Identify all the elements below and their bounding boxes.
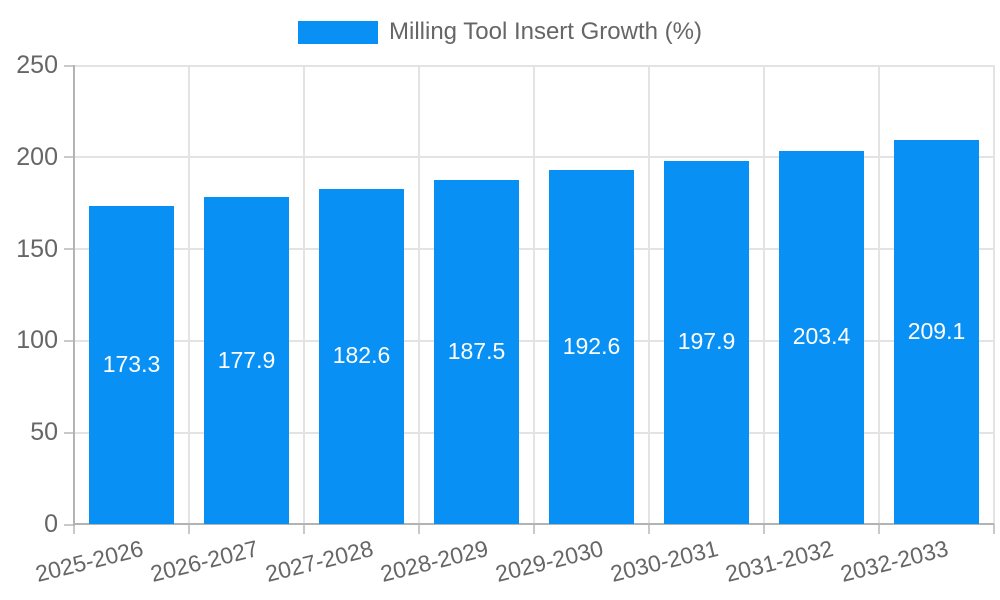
y-tick-mark xyxy=(64,156,74,159)
y-tick-mark xyxy=(64,431,74,434)
bar[interactable] xyxy=(549,170,634,524)
legend: Milling Tool Insert Growth (%) xyxy=(0,18,1000,46)
bar[interactable] xyxy=(664,160,749,524)
bar[interactable] xyxy=(89,205,174,524)
y-tick-label: 200 xyxy=(16,142,58,171)
legend-label: Milling Tool Insert Growth (%) xyxy=(389,18,702,45)
x-tick-mark xyxy=(878,524,880,534)
x-tick-mark xyxy=(188,524,190,534)
x-gridline xyxy=(993,65,995,524)
y-tick-label: 0 xyxy=(44,510,58,538)
x-tick-mark xyxy=(73,524,75,534)
x-tick-mark xyxy=(763,524,765,534)
x-gridline xyxy=(418,65,420,524)
y-tick-mark xyxy=(64,523,74,526)
x-tick-label: 2031-2032 xyxy=(722,535,836,587)
y-tick-label: 150 xyxy=(16,234,58,263)
bar[interactable] xyxy=(204,197,289,524)
x-tick-mark xyxy=(418,524,420,534)
x-tick-label: 2032-2033 xyxy=(837,535,951,587)
bar[interactable] xyxy=(319,188,404,524)
x-tick-mark xyxy=(993,524,995,534)
x-gridline xyxy=(878,65,880,524)
legend-swatch xyxy=(298,20,378,44)
x-gridline xyxy=(763,65,765,524)
y-axis-line xyxy=(73,65,75,526)
x-gridline xyxy=(533,65,535,524)
x-tick-mark xyxy=(648,524,650,534)
x-axis-line xyxy=(74,523,994,525)
bar[interactable] xyxy=(894,140,979,524)
x-tick-label: 2027-2028 xyxy=(262,535,376,587)
x-tick-mark xyxy=(303,524,305,534)
x-tick-label: 2029-2030 xyxy=(492,535,606,587)
y-tick-label: 50 xyxy=(30,418,58,447)
x-gridline xyxy=(648,65,650,524)
y-tick-mark xyxy=(64,339,74,342)
x-tick-label: 2026-2027 xyxy=(147,535,261,587)
x-tick-label: 2028-2029 xyxy=(377,535,491,587)
x-gridline xyxy=(303,65,305,524)
y-tick-mark xyxy=(64,248,74,251)
x-gridline xyxy=(188,65,190,524)
y-tick-label: 250 xyxy=(16,51,58,79)
y-tick-label: 100 xyxy=(16,326,58,355)
x-tick-mark xyxy=(533,524,535,534)
bar[interactable] xyxy=(779,150,864,524)
legend-item[interactable]: Milling Tool Insert Growth (%) xyxy=(298,18,702,46)
x-tick-label: 2030-2031 xyxy=(607,535,721,587)
x-tick-label: 2025-2026 xyxy=(32,535,146,587)
bar[interactable] xyxy=(434,179,519,524)
y-tick-mark xyxy=(64,64,74,67)
